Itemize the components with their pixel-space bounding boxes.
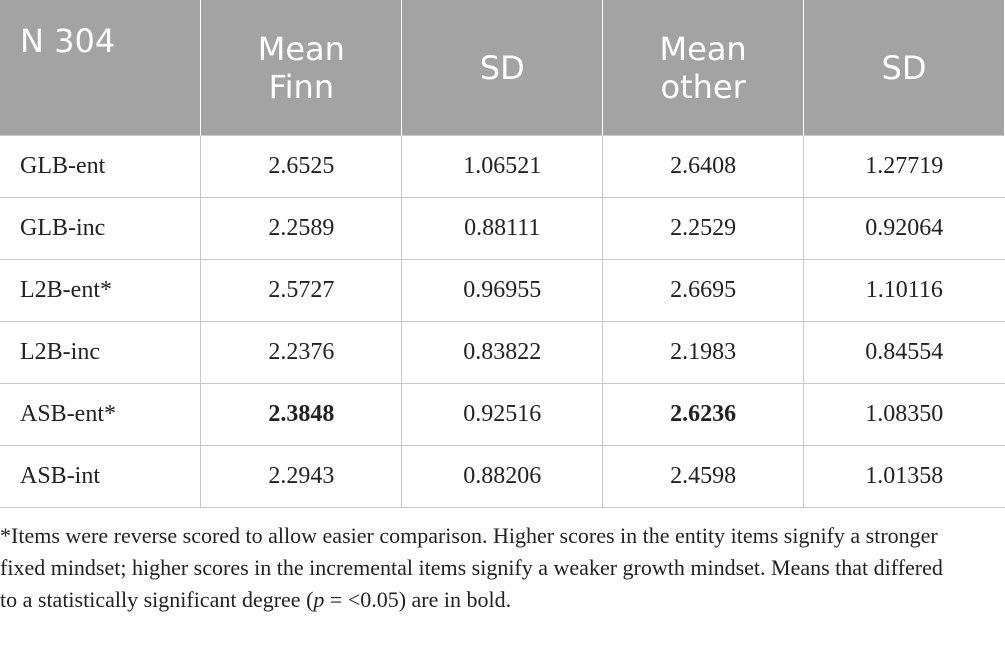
header-cell: Mean other (602, 0, 805, 136)
header-cell: Mean Finn (200, 0, 403, 136)
data-table: N 304 Mean Finn SD Mean other SD GLB-ent 2.65… (0, 0, 1005, 508)
row-label: L2B-inc (0, 321, 202, 384)
table-body: GLB-ent 2.6525 1.06521 2.6408 1.27719 GLB-inc… (0, 135, 1005, 508)
cell: 2.1983 (602, 321, 805, 384)
cell: 1.08350 (803, 383, 1005, 446)
table-row: GLB-ent 2.6525 1.06521 2.6408 1.27719 (0, 135, 1005, 198)
header-text: Mean other (659, 29, 747, 106)
footnote-text: = <0.05) are in bold. (324, 587, 512, 612)
row-label: GLB-inc (0, 197, 202, 260)
table-row: ASB-int 2.2943 0.88206 2.4598 1.01358 (0, 445, 1005, 508)
cell: 0.88206 (401, 445, 604, 508)
cell: 0.83822 (401, 321, 604, 384)
table-row: GLB-inc 2.2589 0.88111 2.2529 0.92064 (0, 197, 1005, 260)
cell: 2.2376 (200, 321, 403, 384)
cell: 2.5727 (200, 259, 403, 322)
table-row: L2B-ent* 2.5727 0.96955 2.6695 1.10116 (0, 259, 1005, 322)
cell: 2.6525 (200, 135, 403, 198)
cell: 1.27719 (803, 135, 1005, 198)
footnote-text: *Items were reverse scored to allow easi… (0, 523, 943, 612)
cell: 0.96955 (401, 259, 604, 322)
cell: 2.6695 (602, 259, 805, 322)
row-label: GLB-ent (0, 135, 202, 198)
cell: 2.2943 (200, 445, 403, 508)
footnote-italic: p (313, 587, 325, 612)
cell: 1.10116 (803, 259, 1005, 322)
cell: 2.2589 (200, 197, 403, 260)
cell: 0.92064 (803, 197, 1005, 260)
cell: 2.2529 (602, 197, 805, 260)
row-label: L2B-ent* (0, 259, 202, 322)
row-label: ASB-ent* (0, 383, 202, 446)
table-row: L2B-inc 2.2376 0.83822 2.1983 0.84554 (0, 321, 1005, 384)
cell: 2.4598 (602, 445, 805, 508)
table-head: N 304 Mean Finn SD Mean other SD (0, 0, 1005, 136)
header-cell: SD (803, 0, 1005, 136)
table-row: ASB-ent* 2.3848 0.92516 2.6236 1.08350 (0, 383, 1005, 446)
header-row: N 304 Mean Finn SD Mean other SD (0, 0, 1005, 136)
cell: 0.84554 (803, 321, 1005, 384)
cell: 0.92516 (401, 383, 604, 446)
header-cell: N 304 (0, 0, 202, 136)
header-text: SD (881, 48, 927, 87)
cell: 1.06521 (401, 135, 604, 198)
cell: 2.6408 (602, 135, 805, 198)
header-text: Mean Finn (257, 29, 345, 106)
header-cell: SD (401, 0, 604, 136)
cell: 0.88111 (401, 197, 604, 260)
header-text: SD (479, 48, 525, 87)
header-text: N 304 (20, 22, 116, 60)
cell: 2.3848 (200, 383, 403, 446)
cell: 2.6236 (602, 383, 805, 446)
cell: 1.01358 (803, 445, 1005, 508)
row-label: ASB-int (0, 445, 202, 508)
footnote: *Items were reverse scored to allow easi… (0, 520, 1005, 616)
